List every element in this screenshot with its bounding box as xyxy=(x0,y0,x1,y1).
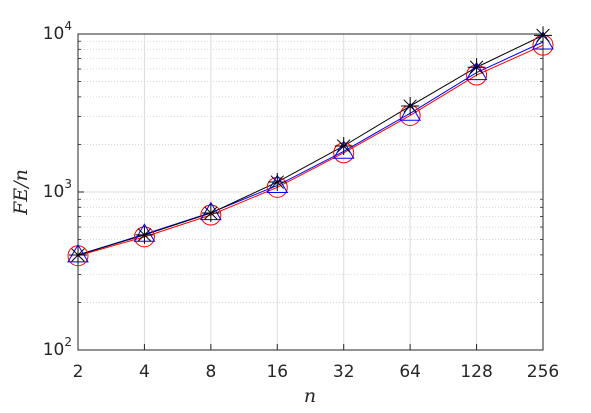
x-tick-label: 2 xyxy=(73,362,84,382)
marker xyxy=(401,97,420,116)
marker xyxy=(135,225,154,244)
y-tick-label: 104 xyxy=(43,19,72,45)
x-tick-label: 64 xyxy=(399,362,421,382)
y-axis-label: FE/n xyxy=(10,169,32,216)
series-line xyxy=(77,44,544,257)
x-tick-label: 4 xyxy=(139,362,150,382)
x-tick-label: 8 xyxy=(205,362,216,382)
marker xyxy=(534,26,552,45)
x-axis-label: n xyxy=(304,385,316,407)
marker xyxy=(465,61,488,81)
marker xyxy=(467,58,486,77)
marker xyxy=(268,173,287,192)
marker xyxy=(334,136,353,155)
marker xyxy=(69,246,87,265)
marker xyxy=(332,140,355,159)
x-tick-label: 16 xyxy=(266,362,288,382)
marker xyxy=(266,174,289,193)
plot-frame xyxy=(77,33,544,351)
series-line xyxy=(77,34,544,256)
x-tick-label: 32 xyxy=(333,362,355,382)
y-tick-label: 103 xyxy=(43,177,72,203)
marker xyxy=(201,204,220,223)
y-tick-label: 102 xyxy=(43,335,72,361)
x-tick-label: 128 xyxy=(460,362,492,382)
series-line xyxy=(77,41,544,256)
x-tick-label: 256 xyxy=(527,362,559,382)
marker xyxy=(399,102,422,121)
